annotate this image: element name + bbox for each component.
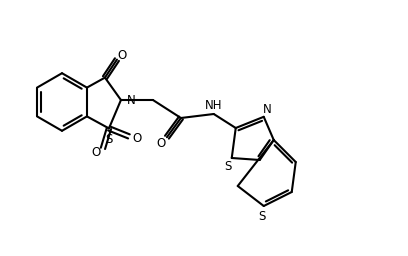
Text: N: N: [127, 93, 136, 106]
Text: N: N: [264, 103, 272, 116]
Text: O: O: [91, 146, 100, 159]
Text: S: S: [224, 160, 231, 173]
Text: O: O: [156, 137, 166, 150]
Text: S: S: [105, 133, 113, 146]
Text: S: S: [258, 209, 266, 222]
Text: NH: NH: [205, 99, 222, 112]
Text: O: O: [117, 49, 126, 62]
Text: O: O: [132, 132, 142, 145]
